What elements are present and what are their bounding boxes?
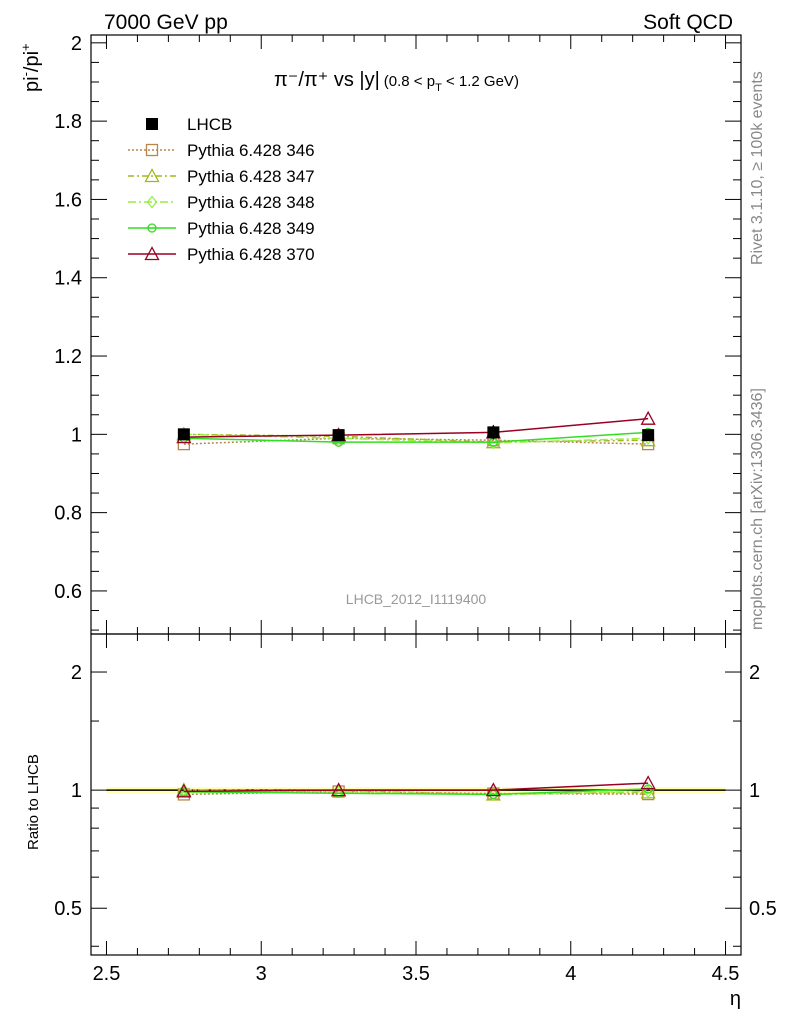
y-axis-label-sup2: + [18, 43, 33, 51]
legend-label-1: Pythia 6.428 346 [187, 141, 315, 160]
x-tick-label: 4.5 [712, 963, 740, 985]
series-line-4 [183, 431, 649, 443]
data-point [332, 429, 345, 442]
legend: LHCB Pythia 6.428 346 Pythia 6.428 347 Pyth… [128, 115, 315, 264]
plot-title-cut: (0.8 < p [384, 73, 435, 90]
ratio-series-line-3 [183, 789, 649, 796]
legend-label-data: LHCB [187, 115, 232, 134]
ratio-axis-label: Ratio to LHCB [25, 754, 42, 850]
y-tick-label: 2 [71, 33, 82, 55]
data-point [177, 428, 190, 441]
data-layer [177, 425, 655, 442]
y-axis-label-base: pi [21, 76, 43, 92]
legend-marker-data [146, 118, 158, 130]
ratio-tick-label-left: 2 [71, 662, 82, 684]
ratio-series-point-5 [331, 782, 347, 797]
y-axis-label-sup1: - [18, 72, 33, 76]
ratio-series-point-5 [640, 775, 656, 790]
legend-entry-1: Pythia 6.428 346 [128, 141, 315, 160]
legend-entry-4: Pythia 6.428 349 [128, 219, 315, 238]
legend-label-2: Pythia 6.428 347 [187, 167, 315, 186]
legend-marker-1 [145, 143, 159, 157]
data-point [487, 426, 500, 439]
plot-title-main: π⁻/π⁺ vs |y| [274, 69, 380, 91]
legend-entry-data: LHCB [146, 115, 232, 134]
y-tick-label: 1.4 [54, 268, 82, 290]
plot-title-cut-end: < 1.2 GeV) [442, 73, 519, 90]
legend-label-3: Pythia 6.428 348 [187, 193, 315, 212]
legend-label-4: Pythia 6.428 349 [187, 219, 315, 238]
ratio-tick-label-left: 0.5 [54, 898, 82, 920]
y-tick-label: 1.8 [54, 111, 82, 133]
y-tick-label: 0.6 [54, 581, 82, 603]
y-axis-label: pi-/pi+ [18, 43, 43, 92]
y-tick-label: 1.2 [54, 346, 82, 368]
analysis-watermark: LHCB_2012_I1119400 [346, 591, 487, 607]
series-line-5 [183, 417, 649, 438]
series-point-3 [488, 436, 499, 450]
series-line-3 [183, 433, 649, 444]
y-tick-label: 1 [71, 424, 82, 446]
legend-entry-2: Pythia 6.428 347 [128, 167, 315, 186]
ratio-series-point-4 [333, 788, 345, 798]
rivet-label: Rivet 3.1.10, ≥ 100k events [749, 71, 766, 265]
legend-marker-2 [144, 168, 160, 183]
source-label: mcplots.cern.ch [arXiv:1306.3436] [749, 388, 766, 630]
plot-title: π⁻/π⁺ vs |y| (0.8 < pT < 1.2 GeV) [274, 69, 519, 94]
series-layer [176, 410, 656, 802]
ratio-series-line-5 [183, 782, 649, 793]
ratio-tick-label-left: 1 [71, 780, 82, 802]
x-tick-label: 2.5 [93, 963, 121, 985]
ratio-series-point-3 [488, 788, 499, 802]
axes-layer: 2.5 3 3.5 4 4.5 0.6 0.8 1 1.2 1.4 1.6 1.8 2 0.5 0.5 1 1 2… [54, 33, 777, 985]
legend-marker-4 [146, 223, 158, 233]
legend-entry-3: Pythia 6.428 348 [128, 193, 315, 212]
series-line-1 [183, 437, 649, 445]
y-tick-label: 0.8 [54, 503, 82, 525]
ratio-series-line-4 [183, 788, 649, 796]
legend-marker-3 [146, 195, 158, 209]
series-point-5 [640, 410, 656, 425]
collision-energy-label: 7000 GeV pp [104, 11, 228, 34]
process-label: Soft QCD [643, 11, 733, 34]
x-tick-label: 3.5 [402, 963, 430, 985]
ratio-tick-label-right: 0.5 [749, 898, 777, 920]
ratio-tick-label-right: 1 [749, 780, 760, 802]
legend-entry-5: Pythia 6.428 370 [128, 245, 315, 264]
y-tick-label: 1.6 [54, 189, 82, 211]
x-tick-label: 3 [256, 963, 267, 985]
x-axis-label: η [730, 988, 741, 1010]
legend-marker-5 [144, 246, 160, 261]
data-point [642, 429, 655, 442]
ratio-tick-label-right: 2 [749, 662, 760, 684]
ratio-series-point-5 [176, 783, 192, 798]
x-tick-label: 4 [565, 963, 576, 985]
legend-label-5: Pythia 6.428 370 [187, 245, 315, 264]
plot-title-cut-sub: T [435, 82, 442, 94]
y-axis-label-mid: /pi [21, 51, 43, 72]
ratio-series-point-5 [485, 782, 501, 797]
